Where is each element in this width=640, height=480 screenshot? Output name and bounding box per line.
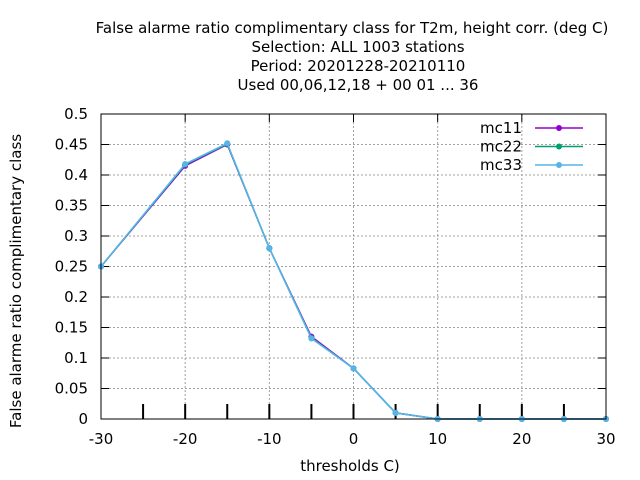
y-tick-label: 0.25: [55, 258, 88, 276]
data-point: [266, 245, 273, 252]
legend-item-mc11: mc11: [480, 119, 583, 137]
data-point: [224, 140, 231, 147]
legend-label: mc11: [480, 119, 522, 137]
y-tick-label: 0.4: [64, 166, 88, 184]
legend-swatch-marker: [556, 125, 562, 131]
y-tick-label: 0.3: [64, 227, 88, 245]
legend-swatch-marker: [556, 162, 562, 168]
data-point: [392, 409, 399, 416]
y-tick-label: 0.1: [64, 349, 88, 367]
legend-label: mc33: [480, 156, 522, 174]
legend-item-mc33: mc33: [480, 156, 583, 174]
y-tick-label: 0.05: [55, 380, 88, 398]
y-tick-label: 0: [78, 410, 88, 428]
legend-label: mc22: [480, 138, 522, 156]
legend-item-mc22: mc22: [480, 138, 583, 156]
data-point: [350, 365, 357, 372]
x-tick-labels: -30 -20 -10 0 10 20 30: [89, 430, 616, 448]
grid: [101, 114, 606, 419]
x-tick-label: -20: [173, 430, 198, 448]
x-tick-label: 10: [428, 430, 447, 448]
series-line-mc22: [100, 142, 606, 420]
legend-swatch-marker: [556, 143, 562, 150]
y-tick-labels: 0 0.05 0.1 0.15 0.2 0.25 0.3 0.35 0.4 0.45 0.5: [55, 105, 88, 428]
y-tick-label: 0.15: [55, 319, 88, 337]
title-line-4: Used 00,06,12,18 + 00 01 ... 36: [238, 76, 479, 94]
x-axis-label: thresholds C): [300, 457, 400, 475]
series-line-mc11: [100, 143, 606, 420]
y-tick-label: 0.5: [64, 105, 88, 123]
chart-title: False alarme ratio complimentary class f…: [96, 19, 609, 94]
plot-frame: [100, 113, 607, 420]
x-tick-label: 30: [596, 430, 615, 448]
title-line-1: False alarme ratio complimentary class f…: [96, 19, 609, 37]
y-tick-label: 0.2: [64, 288, 88, 306]
x-tick-label: 20: [512, 430, 531, 448]
x-tick-label: 0: [349, 430, 359, 448]
y-tick-label: 0.45: [55, 136, 88, 154]
x-tick-label: -30: [89, 430, 114, 448]
title-line-2: Selection: ALL 1003 stations: [251, 38, 464, 56]
title-line-3: Period: 20201228-20210110: [251, 57, 466, 75]
data-point: [308, 335, 315, 342]
y-tick-label: 0.35: [55, 197, 88, 215]
y-axis-label: False alarme ratio complimentary class: [7, 134, 25, 428]
x-tick-label: -10: [257, 430, 282, 448]
series-line-mc33: [100, 142, 606, 420]
data-point: [182, 161, 189, 168]
